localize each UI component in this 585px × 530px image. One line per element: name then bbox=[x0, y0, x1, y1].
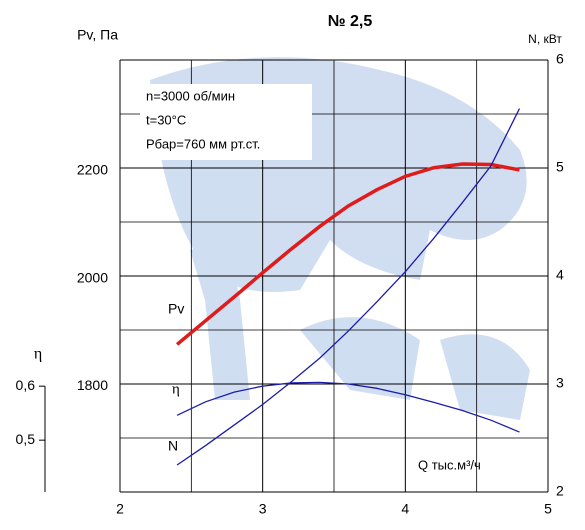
series-label: N bbox=[168, 438, 178, 454]
y-axis-label: Pv, Па bbox=[77, 27, 118, 43]
x-tick-label: 3 bbox=[259, 501, 267, 517]
series-label: Pv bbox=[168, 301, 184, 317]
series-line bbox=[175, 162, 520, 346]
x-tick-label: 4 bbox=[401, 501, 409, 517]
y2-tick-label: 6 bbox=[556, 51, 564, 67]
y-tick-label: 2200 bbox=[77, 162, 108, 178]
y3-axis-label: η bbox=[34, 346, 42, 363]
note: Pбар=760 мм рт.ст. bbox=[146, 136, 260, 151]
y2-tick-label: 3 bbox=[556, 375, 564, 391]
y2-tick-label: 5 bbox=[556, 159, 564, 175]
y2-tick-label: 4 bbox=[556, 267, 564, 283]
notes-box bbox=[140, 84, 312, 160]
series-line bbox=[176, 381, 520, 433]
y3-tick-label: 0,5 bbox=[16, 431, 36, 447]
x-axis-label: Q тыс.м³/ч bbox=[418, 457, 481, 472]
chart-title: № 2,5 bbox=[328, 13, 373, 30]
y-tick-label: 2000 bbox=[77, 269, 108, 285]
note: t=30°С bbox=[146, 112, 186, 127]
series-line bbox=[176, 108, 521, 466]
series-label: η bbox=[172, 381, 180, 397]
y2-tick-label: 2 bbox=[556, 483, 564, 499]
y3-tick-label: 0,6 bbox=[16, 377, 36, 393]
y2-axis-label: N, кВт bbox=[528, 32, 562, 46]
note: n=3000 об/мин bbox=[146, 88, 235, 103]
x-tick-label: 2 bbox=[116, 501, 124, 517]
y-tick-label: 1800 bbox=[77, 377, 108, 393]
x-tick-label: 5 bbox=[544, 501, 552, 517]
